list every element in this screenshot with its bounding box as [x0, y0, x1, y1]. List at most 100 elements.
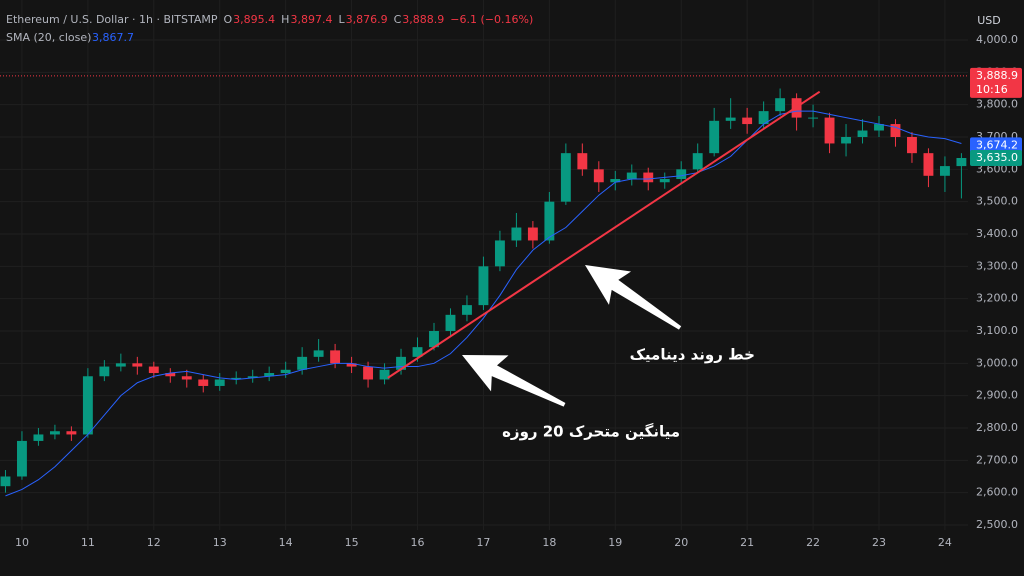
candle-body: [462, 305, 472, 315]
x-tick-label: 11: [81, 536, 95, 549]
price-label-time: 10:16: [976, 83, 1008, 96]
candle-body: [363, 366, 374, 380]
x-tick-label: 22: [806, 536, 820, 549]
candle-body: [692, 153, 703, 170]
ohlc-key: L: [338, 13, 345, 26]
price-label-box: [970, 67, 1022, 98]
candle-body: [907, 136, 917, 154]
candle-body: [330, 350, 341, 364]
candle-body: [280, 369, 291, 374]
price-label: 3,635.0: [976, 151, 1018, 164]
candle-body: [0, 476, 11, 487]
x-tick-label: 10: [15, 536, 29, 549]
x-tick-label: 19: [608, 536, 622, 549]
candle-body: [923, 153, 934, 176]
price-label-box: [970, 150, 1022, 167]
candle-body: [758, 111, 769, 125]
candle-body: [956, 158, 967, 167]
candle-body: [49, 431, 60, 435]
ohlc-value: 3,897.4: [290, 13, 332, 26]
sma-line: [5, 110, 962, 497]
y-tick-label: 4,000.0: [976, 33, 1018, 46]
candle-body: [643, 172, 654, 183]
trendline: [387, 90, 821, 379]
candle-body: [775, 98, 786, 112]
candle-body: [379, 369, 390, 380]
candle-body: [99, 366, 110, 377]
x-tick-label: 15: [345, 536, 359, 549]
candle-body: [17, 440, 27, 477]
candle-body: [544, 201, 555, 241]
candle-body: [346, 363, 357, 367]
candle-body: [808, 117, 819, 119]
grid: [0, 0, 968, 530]
ohlc-key: H: [281, 13, 289, 26]
y-tick-label: 2,500.0: [976, 518, 1018, 531]
annotation: میانگین متحرک 20 روزه: [502, 423, 680, 441]
y-tick-label: 3,000.0: [976, 356, 1018, 369]
candle-body: [577, 153, 588, 170]
candle-body: [709, 120, 720, 154]
candle-body: [165, 373, 176, 377]
candle-body: [676, 169, 687, 180]
annotation: خط روند دینامیک: [630, 346, 755, 364]
ohlc-value: 3,876.9: [346, 13, 388, 26]
x-tick-label: 13: [213, 536, 227, 549]
ohlc-value: 3,888.9: [402, 13, 444, 26]
candle-body: [527, 227, 538, 241]
candle-body: [593, 169, 604, 183]
price-label: 3,888.9: [976, 69, 1018, 82]
y-tick-label: 3,100.0: [976, 324, 1018, 337]
y-tick-label: 2,700.0: [976, 453, 1018, 466]
candle-body: [824, 117, 835, 144]
y-tick-label: 2,600.0: [976, 486, 1018, 499]
candle-body: [33, 434, 44, 441]
x-tick-label: 24: [938, 536, 952, 549]
candle-body: [560, 153, 571, 202]
candle-body: [742, 117, 753, 125]
currency[interactable]: USD: [977, 14, 1001, 27]
candle-body: [610, 179, 621, 183]
price-label-box: [970, 137, 1022, 154]
x-tick-label: 12: [147, 536, 161, 549]
candle-body: [939, 166, 950, 176]
y-tick-label: 3,800.0: [976, 98, 1018, 111]
candle-body: [626, 172, 637, 180]
y-tick-label: 3,400.0: [976, 227, 1018, 240]
candle-body: [247, 376, 258, 378]
y-tick-label: 2,900.0: [976, 389, 1018, 402]
change: −6.1 (−0.16%): [450, 13, 533, 26]
ohlc-key: C: [394, 13, 402, 26]
candle-body: [181, 376, 192, 380]
candle-body: [297, 356, 308, 370]
ohlc: O 3,895.4 H 3,897.4 L 3,876.9 C 3,888.9 −6.1 (−0…: [224, 13, 534, 26]
y-tick-label: 3,500.0: [976, 195, 1018, 208]
candle-body: [412, 347, 423, 357]
ohlc-value: 3,895.4: [233, 13, 275, 26]
candle-body: [82, 376, 93, 435]
axis: 2,500.0 2,600.0 2,700.0 2,800.0 2,900.0 3,000…: [15, 33, 1022, 549]
candle-body: [198, 379, 209, 386]
plot: [0, 75, 968, 497]
candle-body: [231, 377, 242, 380]
symbol: Ethereum / U.S. Dollar · 1h · BITSTAMP: [6, 13, 218, 26]
currency-button[interactable]: [970, 10, 1008, 32]
indicator-value: 3,867.7: [92, 31, 134, 44]
candle-body: [494, 240, 505, 267]
price-label: 3,674.2: [976, 138, 1018, 151]
x-tick-label: 16: [411, 536, 425, 549]
indicator-name: SMA (20, close): [6, 31, 91, 44]
ohlc-key: O: [224, 13, 233, 26]
x-tick-label: 17: [476, 536, 490, 549]
x-tick-label: 23: [872, 536, 886, 549]
x-tick-label: 14: [279, 536, 293, 549]
arrow: [462, 355, 566, 407]
candle-body: [874, 124, 884, 131]
candle-body: [132, 363, 143, 367]
y-tick-label: 3,200.0: [976, 292, 1018, 305]
candle-body: [148, 366, 159, 374]
arrow: [585, 265, 682, 330]
